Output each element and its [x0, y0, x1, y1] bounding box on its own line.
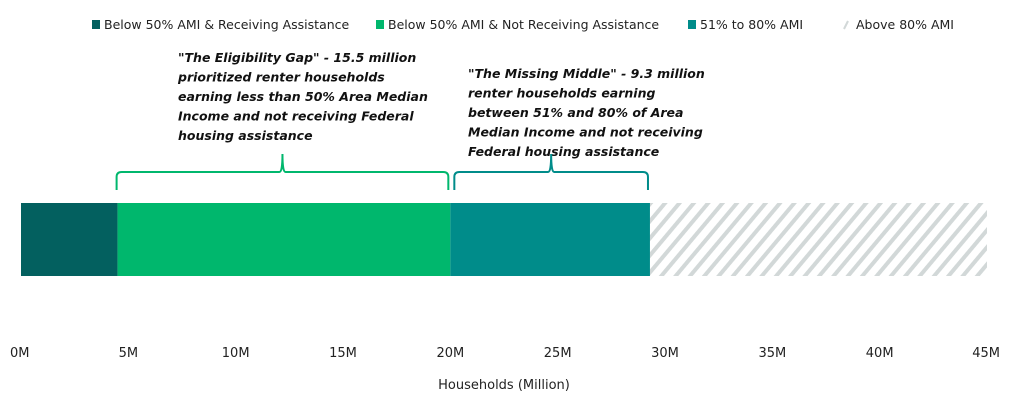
x-tick-label: 0M: [10, 346, 30, 361]
legend-label-0: Below 50% AMI & Receiving Assistance: [104, 17, 350, 32]
annotations: "The Eligibility Gap" - 15.5 million prio…: [115, 50, 705, 190]
annotation-line: Median Income and not receiving: [468, 125, 703, 140]
x-tick-label: 20M: [436, 346, 464, 361]
legend-label-1: Below 50% AMI & Not Receiving Assistance: [388, 17, 659, 32]
x-tick-label: 40M: [866, 346, 894, 361]
x-tick-label: 45M: [972, 346, 1000, 361]
annotation-line: earning less than 50% Area Median: [178, 89, 428, 104]
bar-segment-0: [21, 203, 118, 276]
annotation-line: Federal housing assistance: [468, 144, 659, 159]
annotation-line: between 51% and 80% of Area: [468, 105, 683, 120]
x-tick-label: 35M: [758, 346, 786, 361]
legend-swatch-2: [688, 20, 696, 29]
bars: [21, 203, 987, 276]
annotation-brace: [453, 153, 649, 190]
annotation-line: prioritized renter households: [177, 70, 385, 85]
x-tick-label: 15M: [329, 346, 357, 361]
legend: Below 50% AMI & Receiving Assistance Belo…: [92, 17, 954, 32]
legend-swatch-1: [376, 20, 384, 29]
x-tick-label: 30M: [651, 346, 679, 361]
annotation-line: "The Missing Middle" - 9.3 million: [468, 66, 705, 81]
annotation-line: housing assistance: [178, 128, 313, 143]
x-tick-label: 25M: [544, 346, 572, 361]
x-tick-label: 5M: [119, 346, 139, 361]
x-tick-label: 10M: [222, 346, 250, 361]
annotation-line: renter households earning: [468, 86, 655, 101]
legend-label-3: Above 80% AMI: [856, 17, 954, 32]
x-axis-label: Households (Million): [438, 378, 570, 393]
bar-segment-3: [649, 203, 987, 276]
legend-label-2: 51% to 80% AMI: [700, 17, 803, 32]
bar-segment-1: [117, 203, 451, 276]
annotation-brace: [115, 153, 450, 190]
x-axis-ticks: 0M 5M 10M 15M 20M 25M 30M 35M 40M 45M: [10, 346, 1000, 361]
annotation-line: Income and not receiving Federal: [178, 109, 414, 124]
legend-swatch-3: [843, 20, 849, 30]
bar-segment-2: [450, 203, 650, 276]
annotation-line: "The Eligibility Gap" - 15.5 million: [178, 50, 416, 65]
legend-swatch-0: [92, 20, 100, 29]
